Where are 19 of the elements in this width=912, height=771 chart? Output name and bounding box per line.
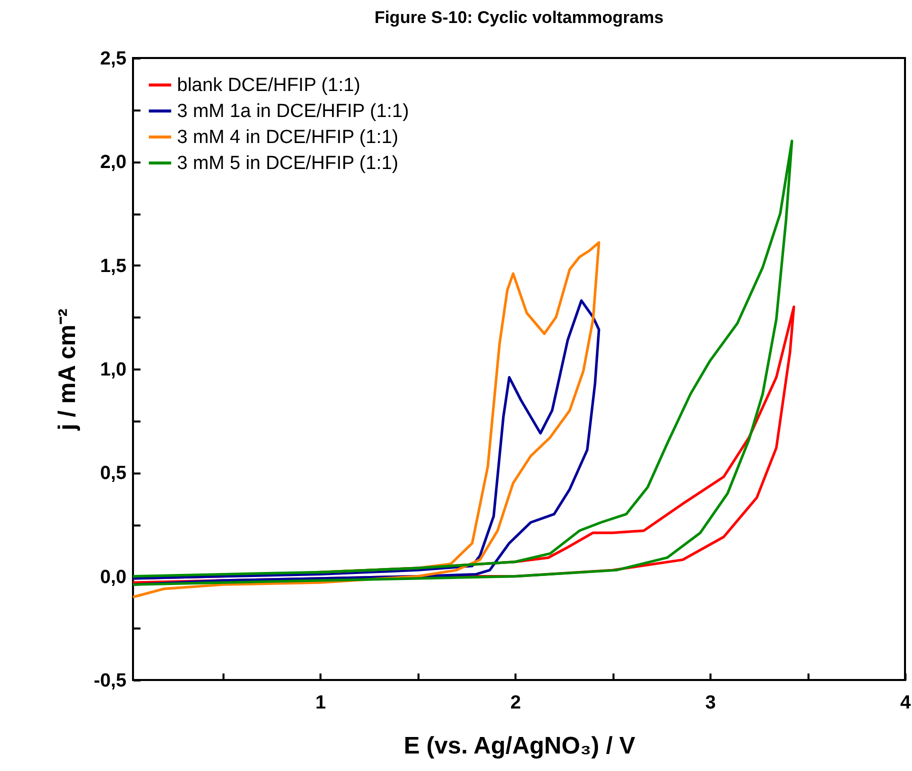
legend-label: 3 mM 4 in DCE/HFIP (1:1): [177, 127, 398, 148]
y-tick-label: 0,0: [100, 566, 126, 588]
y-tick-label: -0,5: [94, 670, 127, 692]
y-axis-title: j / mA cm⁻²: [54, 308, 81, 432]
chart-title: Figure S-10: Cyclic voltammograms: [374, 8, 664, 27]
legend-label: blank DCE/HFIP (1:1): [177, 75, 360, 96]
x-tick-label: 4: [900, 692, 912, 714]
y-tick-label: 1,0: [100, 360, 126, 380]
y-tick-label: 2,0: [100, 152, 126, 174]
legend-label: 3 mM 5 in DCE/HFIP (1:1): [177, 153, 398, 174]
legend-label: 3 mM 1a in DCE/HFIP (1:1): [177, 101, 409, 122]
x-tick-label: 1: [315, 692, 326, 714]
y-tick-label: 2,5: [100, 48, 127, 70]
x-tick-label: 3: [705, 692, 716, 714]
x-tick-label: 2: [510, 692, 521, 714]
y-tick-label: 1,5: [100, 256, 127, 277]
x-axis-title: E (vs. Ag/AgNO₃) / V: [404, 732, 636, 760]
line-series: [132, 299, 600, 586]
y-tick-label: 0,5: [100, 463, 127, 484]
